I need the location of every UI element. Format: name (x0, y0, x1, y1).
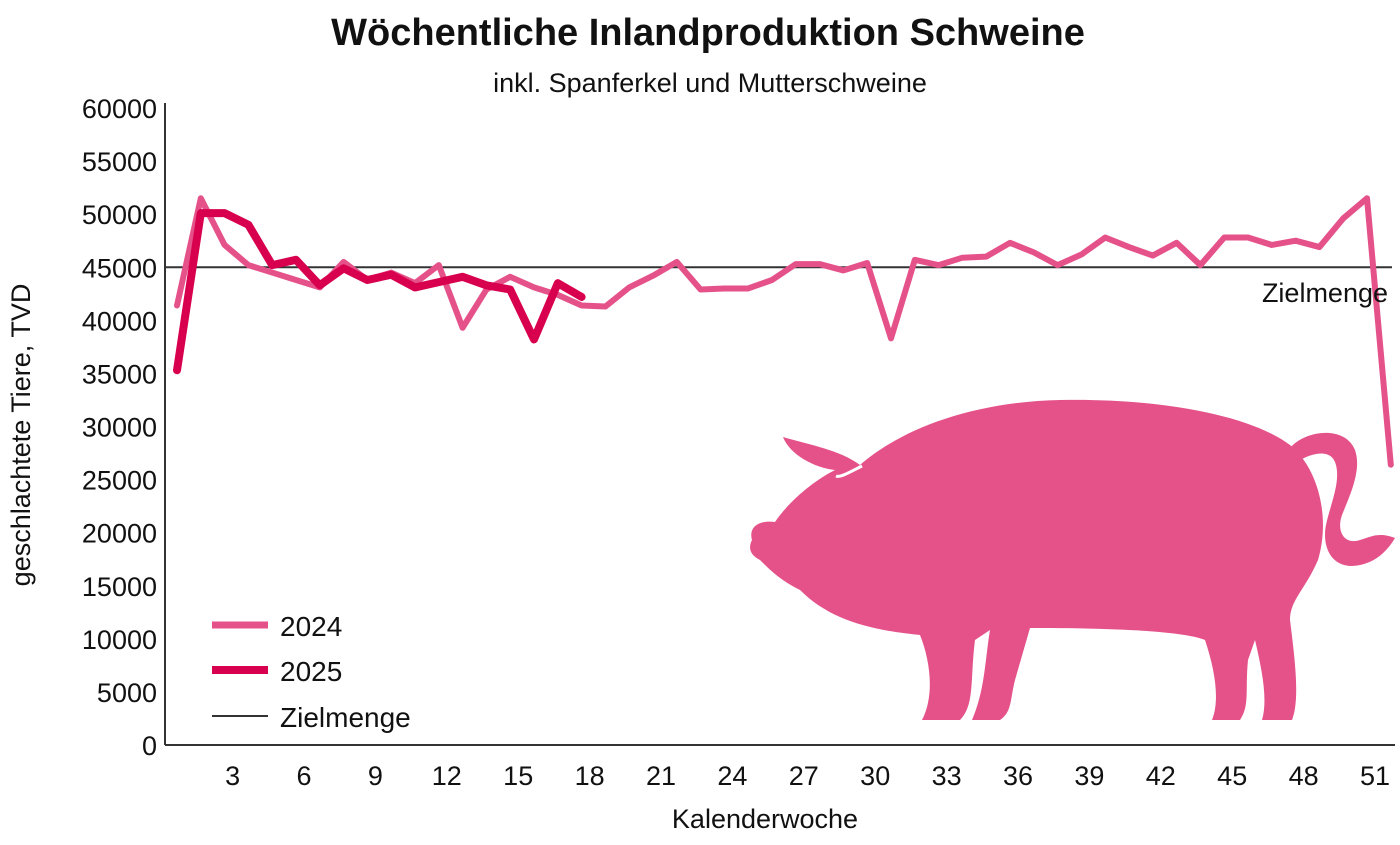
x-tick-label: 45 (1217, 761, 1247, 791)
x-tick-label: 18 (575, 761, 605, 791)
y-tick-label: 55000 (82, 147, 157, 177)
x-tick-label: 39 (1074, 761, 1104, 791)
x-tick-label: 30 (860, 761, 890, 791)
x-tick-label: 33 (932, 761, 962, 791)
x-tick-label: 3 (225, 761, 240, 791)
y-tick-label: 50000 (82, 200, 157, 230)
y-tick-label: 60000 (82, 94, 157, 124)
series-line-2025 (177, 213, 582, 370)
y-tick-label: 25000 (82, 466, 157, 496)
chart-subtitle: inkl. Spanferkel und Mutterschweine (493, 68, 927, 98)
y-tick-label: 0 (142, 731, 157, 761)
y-tick-label: 20000 (82, 519, 157, 549)
x-axis-label: Kalenderwoche (672, 804, 858, 834)
x-tick-label: 42 (1146, 761, 1176, 791)
legend-label-2024: 2024 (280, 611, 342, 642)
y-tick-label: 10000 (82, 625, 157, 655)
x-tick-label: 21 (646, 761, 676, 791)
x-tick-label: 51 (1360, 761, 1390, 791)
y-tick-label: 30000 (82, 413, 157, 443)
pig-body (750, 400, 1323, 720)
x-tick-label: 48 (1289, 761, 1319, 791)
y-tick-label: 45000 (82, 253, 157, 283)
y-tick-label: 40000 (82, 306, 157, 336)
chart-title: Wöchentliche Inlandproduktion Schweine (331, 12, 1085, 54)
x-tick-label: 6 (296, 761, 311, 791)
reference-line-label: Zielmenge (1262, 278, 1388, 308)
y-axis-label: geschlachtete Tiere, TVD (6, 284, 36, 587)
x-tick-label: 12 (432, 761, 462, 791)
legend: 2024 2025 Zielmenge (212, 611, 411, 733)
pig-icon (750, 400, 1395, 720)
x-tick-label: 36 (1003, 761, 1033, 791)
y-tick-label: 35000 (82, 359, 157, 389)
x-tick-label: 15 (503, 761, 533, 791)
x-tick-label: 9 (368, 761, 383, 791)
x-tick-label: 24 (717, 761, 747, 791)
legend-label-zielmenge: Zielmenge (280, 702, 411, 733)
x-tick-label: 27 (789, 761, 819, 791)
legend-label-2025: 2025 (280, 656, 342, 687)
y-tick-label: 5000 (97, 678, 157, 708)
y-tick-label: 15000 (82, 572, 157, 602)
